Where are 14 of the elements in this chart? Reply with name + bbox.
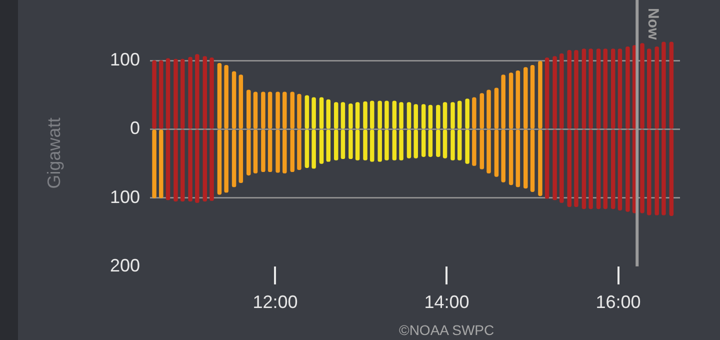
y-tick-label: 200 — [110, 255, 140, 276]
y-axis-title: Gigawatt — [44, 118, 64, 189]
y-tick-label: 100 — [110, 50, 140, 70]
ref-line-label: Now — [644, 8, 662, 40]
x-tick-label: 16:00 — [596, 292, 641, 312]
bar — [152, 60, 156, 129]
bar — [159, 60, 164, 129]
text: ©NOAA SWPC — [399, 322, 494, 338]
y-tick-label: 100 — [110, 186, 140, 207]
x-tick-label: 14:00 — [424, 292, 470, 312]
y-tick-label: 0 — [130, 118, 140, 138]
bar — [159, 130, 164, 198]
bar — [152, 130, 156, 198]
x-tick-label: 12:00 — [252, 292, 298, 312]
